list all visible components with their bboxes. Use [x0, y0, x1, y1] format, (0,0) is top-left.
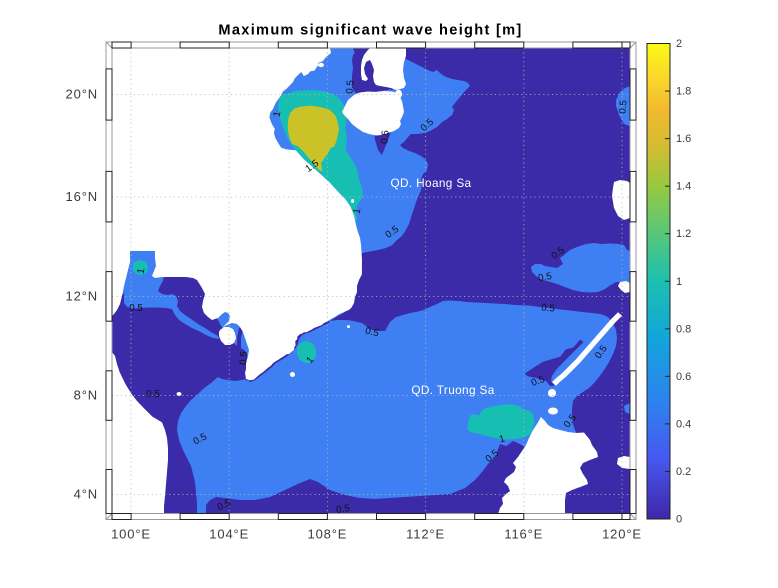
svg-text:20°N: 20°N: [66, 87, 98, 102]
svg-text:8°N: 8°N: [74, 388, 98, 403]
svg-text:1.2: 1.2: [676, 228, 691, 240]
svg-text:0.6: 0.6: [676, 371, 691, 383]
svg-text:12°N: 12°N: [66, 289, 98, 304]
svg-text:1.6: 1.6: [676, 133, 691, 145]
svg-text:0.5: 0.5: [238, 350, 250, 365]
svg-text:0.5: 0.5: [541, 302, 556, 314]
svg-text:1: 1: [352, 207, 364, 215]
svg-text:100°E: 100°E: [111, 527, 151, 542]
svg-text:104°E: 104°E: [209, 527, 249, 542]
svg-text:0: 0: [676, 514, 682, 526]
svg-text:0.2: 0.2: [676, 466, 691, 478]
svg-text:108°E: 108°E: [307, 527, 347, 542]
svg-text:0.5: 0.5: [379, 129, 391, 144]
svg-text:0.5: 0.5: [335, 503, 351, 516]
svg-text:1: 1: [498, 433, 506, 445]
svg-text:16°N: 16°N: [66, 189, 98, 204]
svg-text:0.5: 0.5: [146, 389, 160, 400]
svg-text:QD. Hoang Sa: QD. Hoang Sa: [391, 176, 472, 190]
svg-text:112°E: 112°E: [406, 527, 445, 542]
svg-text:116°E: 116°E: [504, 527, 543, 542]
svg-text:1.8: 1.8: [676, 86, 691, 98]
svg-text:0.5: 0.5: [129, 303, 143, 314]
svg-text:0.5: 0.5: [530, 374, 547, 389]
svg-text:0.5: 0.5: [617, 99, 629, 114]
svg-text:4°N: 4°N: [74, 487, 98, 502]
svg-text:Maximum significant wave heigh: Maximum significant wave height [m]: [218, 22, 522, 38]
svg-text:120°E: 120°E: [602, 527, 642, 542]
svg-text:0.4: 0.4: [676, 418, 691, 430]
svg-text:QD. Truong Sa: QD. Truong Sa: [411, 383, 494, 397]
svg-text:1.4: 1.4: [676, 181, 691, 193]
svg-text:0.5: 0.5: [537, 271, 553, 284]
svg-text:0.8: 0.8: [676, 323, 691, 335]
svg-text:0.5: 0.5: [364, 326, 380, 340]
svg-text:0.5: 0.5: [216, 497, 233, 513]
svg-text:1: 1: [136, 267, 148, 274]
svg-text:1: 1: [304, 355, 316, 366]
svg-text:1: 1: [676, 276, 682, 288]
svg-text:0.5: 0.5: [344, 79, 356, 94]
svg-text:1: 1: [272, 110, 284, 117]
svg-text:2: 2: [676, 38, 682, 50]
